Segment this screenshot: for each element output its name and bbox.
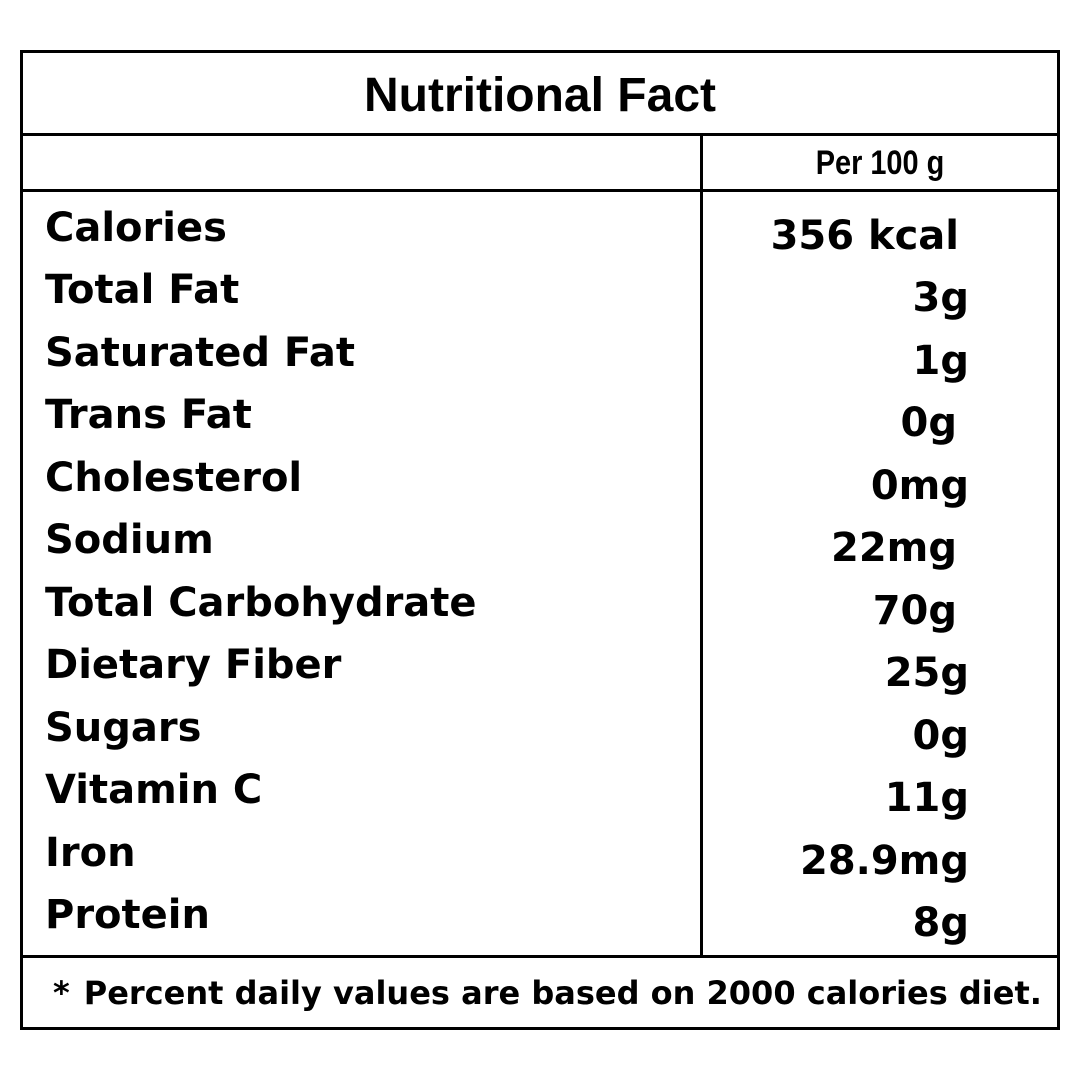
nutrient-row-saturated-fat: Saturated Fat 1g <box>23 328 1057 390</box>
nutrient-name: Iron <box>45 830 136 876</box>
nutrient-value: 0mg <box>870 463 969 509</box>
title-divider <box>23 133 1057 136</box>
footnote-marker: * <box>53 974 70 1012</box>
nutrient-value: 8g <box>912 900 969 946</box>
nutrient-name: Total Carbohydrate <box>45 580 477 626</box>
nutrient-row-dietary-fiber: Dietary Fiber 25g <box>23 640 1057 702</box>
nutrition-facts-table: Nutritional Fact Per 100 g Calories 356 … <box>20 50 1060 1030</box>
footnote-text: Percent daily values are based on 2000 c… <box>83 974 1042 1012</box>
table-title: Nutritional Fact <box>363 69 716 122</box>
nutrient-name: Protein <box>45 892 210 938</box>
nutrient-row-iron: Iron 28.9mg <box>23 828 1057 890</box>
footnote-divider <box>23 955 1057 958</box>
nutrient-row-trans-fat: Trans Fat 0g <box>23 390 1057 452</box>
nutrient-name: Saturated Fat <box>45 330 356 376</box>
nutrient-value: 11g <box>884 775 969 821</box>
nutrient-name: Sugars <box>45 705 202 751</box>
column-divider <box>700 136 703 958</box>
nutrient-value: 0g <box>900 400 957 446</box>
nutrient-name: Sodium <box>45 517 214 563</box>
nutrient-value: 28.9mg <box>799 838 969 884</box>
header-divider <box>23 189 1057 192</box>
nutrient-row-total-carbohydrate: Total Carbohydrate 70g <box>23 578 1057 640</box>
nutrient-value: 0g <box>912 713 969 759</box>
nutrient-row-vitamin-c: Vitamin C 11g <box>23 765 1057 827</box>
nutrient-name: Vitamin C <box>45 767 263 813</box>
nutrient-name: Cholesterol <box>45 455 303 501</box>
nutrient-row-sugars: Sugars 0g <box>23 703 1057 765</box>
nutrient-value: 22mg <box>831 525 957 571</box>
footnote: * Percent daily values are based on 2000 … <box>53 973 1042 1013</box>
column-header: Per 100 g <box>815 144 945 182</box>
nutrient-value: 3g <box>912 275 969 321</box>
nutrient-value: 70g <box>872 588 957 634</box>
nutrient-row-cholesterol: Cholesterol 0mg <box>23 453 1057 515</box>
nutrient-row-calories: Calories 356 kcal <box>23 203 1057 265</box>
nutrient-row-sodium: Sodium 22mg <box>23 515 1057 577</box>
nutrient-value: 25g <box>884 650 969 696</box>
nutrient-name: Total Fat <box>45 267 240 313</box>
nutrient-value: 1g <box>912 338 969 384</box>
nutrient-name: Calories <box>45 205 227 251</box>
nutrient-value: 356 kcal <box>770 213 959 259</box>
nutrient-name: Dietary Fiber <box>45 642 342 688</box>
nutrient-row-total-fat: Total Fat 3g <box>23 265 1057 327</box>
nutrient-name: Trans Fat <box>45 392 252 438</box>
nutrient-row-protein: Protein 8g <box>23 890 1057 952</box>
